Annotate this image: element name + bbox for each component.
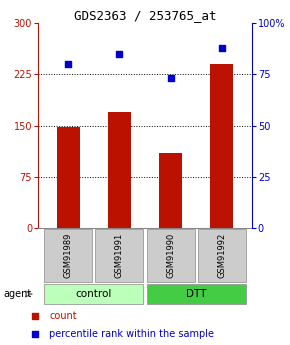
Text: DTT: DTT (186, 289, 206, 299)
Text: agent: agent (3, 289, 31, 299)
Bar (44, 228, 93, 283)
Point (66, 61, 71, 67)
Bar (210, 64, 233, 228)
Point (117, 51, 122, 57)
Point (219, 45, 224, 50)
Bar (197, 228, 246, 283)
Text: control: control (76, 289, 112, 299)
Bar (95, 228, 144, 283)
Bar (44, 284, 144, 304)
Bar (146, 228, 195, 283)
Text: GSM91990: GSM91990 (166, 233, 175, 278)
Bar (159, 153, 182, 228)
Text: GSM91992: GSM91992 (217, 233, 226, 278)
Text: count: count (49, 311, 77, 321)
Point (32, 314, 37, 319)
Point (32, 331, 37, 337)
Point (168, 76, 173, 81)
Text: GSM91991: GSM91991 (115, 233, 124, 278)
Bar (108, 112, 131, 228)
Text: percentile rank within the sample: percentile rank within the sample (49, 329, 214, 339)
Text: GSM91989: GSM91989 (64, 233, 73, 278)
Bar (57, 127, 80, 228)
Title: GDS2363 / 253765_at: GDS2363 / 253765_at (74, 9, 216, 22)
Bar (146, 284, 246, 304)
